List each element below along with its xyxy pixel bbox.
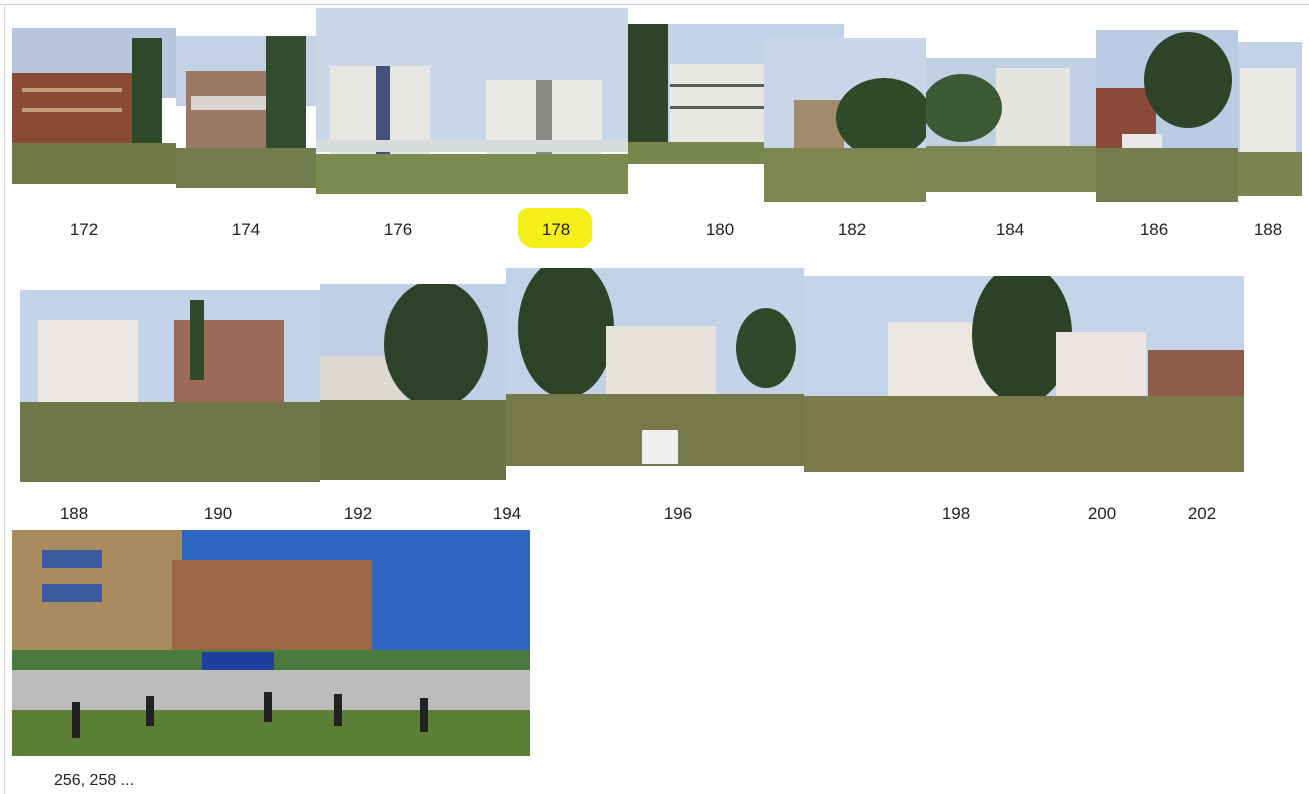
street-photo-192-194 <box>320 284 506 480</box>
street-photo-188-top <box>1238 42 1302 196</box>
lot-label-194: 194 <box>492 504 522 523</box>
lot-label-180: 180 <box>705 220 735 239</box>
street-photo-198-202 <box>804 276 1244 472</box>
lot-label-178: 178 <box>541 220 571 239</box>
street-photo-174 <box>176 36 316 188</box>
lot-label-176: 176 <box>383 220 413 239</box>
lot-label-202: 202 <box>1187 504 1217 523</box>
lot-label-188: 188 <box>1253 220 1283 239</box>
lot-label-188-row2: 188 <box>59 504 89 523</box>
lot-label-182: 182 <box>837 220 867 239</box>
lot-label-174: 174 <box>231 220 261 239</box>
lot-label-196: 196 <box>663 504 693 523</box>
street-photo-182 <box>764 38 926 202</box>
lot-label-256-258: 256, 258 ... <box>53 772 135 789</box>
street-photo-256-258 <box>12 530 530 756</box>
street-photo-196 <box>506 268 804 466</box>
street-photo-172 <box>12 28 176 184</box>
lot-label-186: 186 <box>1139 220 1169 239</box>
street-photo-176-178 <box>316 8 628 194</box>
street-photo-186 <box>1096 30 1238 202</box>
lot-label-184: 184 <box>995 220 1025 239</box>
frame-top-line <box>0 4 1309 5</box>
lot-label-192: 192 <box>343 504 373 523</box>
frame-left-line <box>4 4 5 794</box>
street-photo-184 <box>926 58 1098 192</box>
highlight-marker <box>518 208 592 248</box>
lot-label-190: 190 <box>203 504 233 523</box>
lot-label-198: 198 <box>941 504 971 523</box>
street-photo-188-190 <box>20 290 320 482</box>
lot-label-200: 200 <box>1087 504 1117 523</box>
lot-label-172: 172 <box>69 220 99 239</box>
